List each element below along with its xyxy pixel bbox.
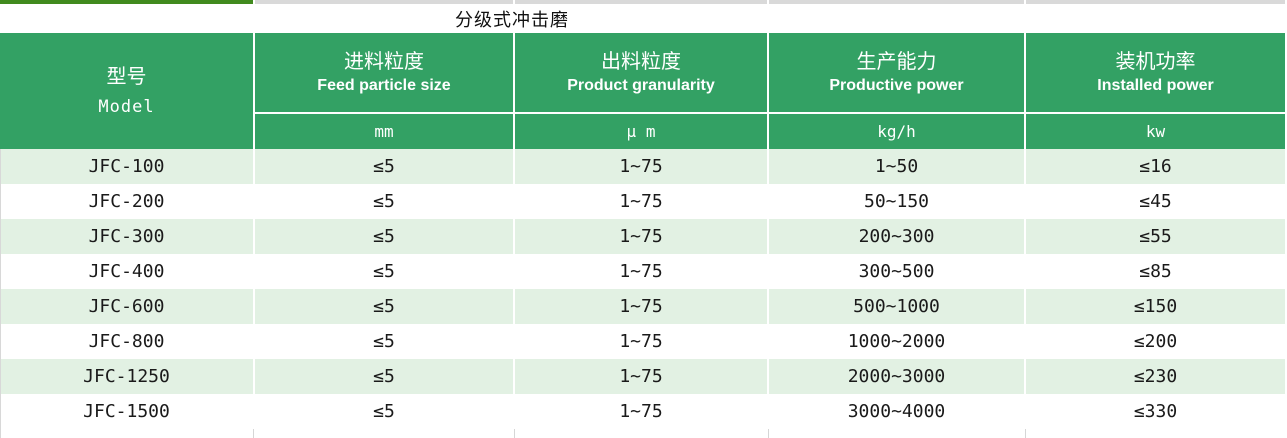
cell-power: ≤45 <box>1026 184 1285 219</box>
cell-product: 1~75 <box>515 149 767 184</box>
column-header-model-en: Model <box>98 97 155 117</box>
cell-capacity: 500~1000 <box>769 289 1024 324</box>
cell-power: ≤150 <box>1026 289 1285 324</box>
title-band: 分级式冲击磨 <box>0 4 1287 33</box>
column-header-product-zh: 出料粒度 <box>601 50 681 73</box>
cell-capacity: 1000~2000 <box>769 324 1024 359</box>
table-body: JFC-100 ≤5 1~75 1~50 ≤16 JFC-200 ≤5 1~75… <box>0 149 1287 429</box>
table-row-jfc-100: JFC-100 ≤5 1~75 1~50 ≤16 <box>0 149 1285 184</box>
cell-product: 1~75 <box>515 359 767 394</box>
table-row-jfc-300: JFC-300 ≤5 1~75 200~300 ≤55 <box>0 219 1285 254</box>
column-header-product-en: Product granularity <box>567 76 715 94</box>
cell-power: ≤200 <box>1026 324 1285 359</box>
cell-model: JFC-200 <box>0 184 253 219</box>
unit-cell-kgh: kg/h <box>769 114 1024 149</box>
table-row-jfc-400: JFC-400 ≤5 1~75 300~500 ≤85 <box>0 254 1285 289</box>
top-gridline-segment <box>515 0 767 4</box>
cell-model: JFC-800 <box>0 324 253 359</box>
cell-capacity: 3000~4000 <box>769 394 1024 429</box>
bottom-gridline-strip <box>0 429 1287 438</box>
column-header-installed-power: 装机功率 Installed power <box>1026 33 1285 112</box>
top-gridline-segment <box>1026 0 1285 4</box>
table-row-jfc-800: JFC-800 ≤5 1~75 1000~2000 ≤200 <box>0 324 1285 359</box>
cell-capacity: 200~300 <box>769 219 1024 254</box>
unit-cell-um: μ m <box>515 114 767 149</box>
column-header-productive-power: 生产能力 Productive power <box>769 33 1024 112</box>
cell-product: 1~75 <box>515 254 767 289</box>
cell-feed: ≤5 <box>255 184 513 219</box>
column-header-product-granularity: 出料粒度 Product granularity <box>515 33 767 112</box>
column-header-power-zh: 装机功率 <box>1115 50 1196 73</box>
cell-model: JFC-1250 <box>0 359 253 394</box>
column-header-model-zh: 型号 <box>106 66 147 88</box>
cell-power: ≤330 <box>1026 394 1285 429</box>
table-row-jfc-1500: JFC-1500 ≤5 1~75 3000~4000 ≤330 <box>0 394 1285 429</box>
cell-capacity: 300~500 <box>769 254 1024 289</box>
cell-feed: ≤5 <box>255 149 513 184</box>
column-header-feed-particle-size: 进料粒度 Feed particle size <box>255 33 513 112</box>
top-gridline-segment <box>255 0 513 4</box>
cell-capacity: 2000~3000 <box>769 359 1024 394</box>
cell-model: JFC-400 <box>0 254 253 289</box>
column-header-model: 型号 Model <box>0 33 253 149</box>
cell-power: ≤55 <box>1026 219 1285 254</box>
column-header-feed-en: Feed particle size <box>317 76 451 94</box>
gridline <box>253 429 254 438</box>
cell-model: JFC-600 <box>0 289 253 324</box>
table-row-jfc-1250: JFC-1250 ≤5 1~75 2000~3000 ≤230 <box>0 359 1285 394</box>
cell-model: JFC-300 <box>0 219 253 254</box>
table-row-jfc-600: JFC-600 ≤5 1~75 500~1000 ≤150 <box>0 289 1285 324</box>
cell-product: 1~75 <box>515 394 767 429</box>
top-accent-strip <box>0 0 1285 4</box>
unit-cell-mm: mm <box>255 114 513 149</box>
cell-product: 1~75 <box>515 289 767 324</box>
top-gridline-segment <box>769 0 1024 4</box>
top-accent-dark-green-bar <box>0 0 253 4</box>
gridline <box>768 429 769 438</box>
cell-capacity: 50~150 <box>769 184 1024 219</box>
cell-capacity: 1~50 <box>769 149 1024 184</box>
table-header: 型号 Model 进料粒度 Feed particle size 出料粒度 Pr… <box>0 33 1285 149</box>
cell-power: ≤85 <box>1026 254 1285 289</box>
cell-feed: ≤5 <box>255 394 513 429</box>
cell-power: ≤230 <box>1026 359 1285 394</box>
page-title: 分级式冲击磨 <box>455 9 569 30</box>
column-header-capacity-en: Productive power <box>829 76 964 94</box>
cell-product: 1~75 <box>515 324 767 359</box>
gridline <box>514 429 515 438</box>
cell-product: 1~75 <box>515 219 767 254</box>
cell-power: ≤16 <box>1026 149 1285 184</box>
cell-product: 1~75 <box>515 184 767 219</box>
unit-cell-kw: kw <box>1026 114 1285 149</box>
cell-model: JFC-1500 <box>0 394 253 429</box>
cell-feed: ≤5 <box>255 254 513 289</box>
cell-feed: ≤5 <box>255 359 513 394</box>
cell-feed: ≤5 <box>255 324 513 359</box>
table-row-jfc-200: JFC-200 ≤5 1~75 50~150 ≤45 <box>0 184 1285 219</box>
column-header-capacity-zh: 生产能力 <box>856 50 937 73</box>
left-edge-gridline <box>0 149 1 438</box>
cell-feed: ≤5 <box>255 219 513 254</box>
cell-feed: ≤5 <box>255 289 513 324</box>
cell-model: JFC-100 <box>0 149 253 184</box>
column-header-power-en: Installed power <box>1097 76 1214 94</box>
column-header-feed-zh: 进料粒度 <box>344 50 424 73</box>
gridline <box>1025 429 1026 438</box>
